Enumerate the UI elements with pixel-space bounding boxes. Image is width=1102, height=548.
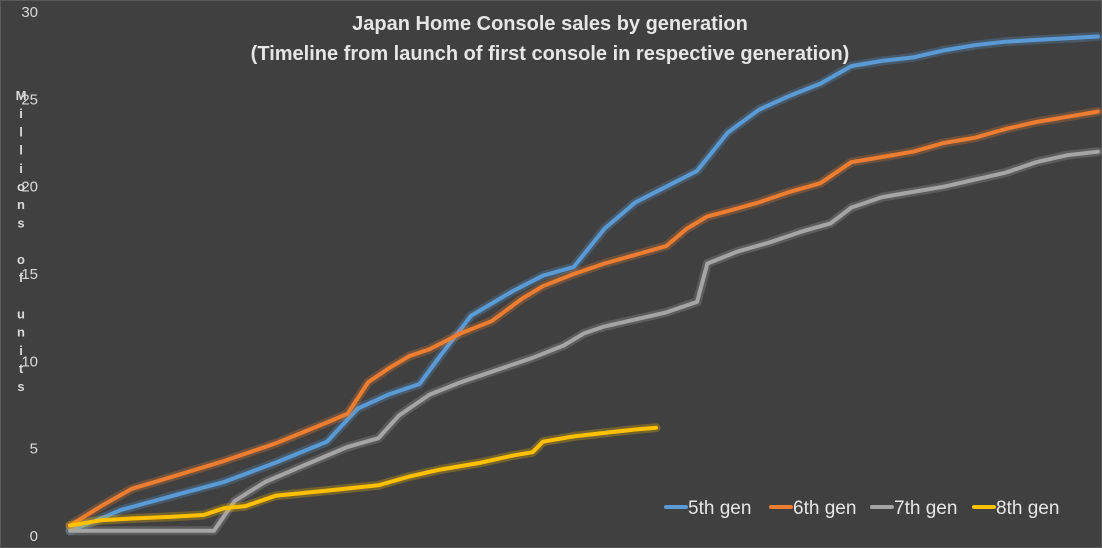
legend: 5th gen 6th gen 7th gen 8th gen (664, 498, 1059, 519)
y-tick-label: 30 (21, 4, 38, 21)
legend-label: 7th gen (894, 498, 957, 519)
legend-label: 8th gen (996, 498, 1059, 519)
y-tick-label: 0 (30, 528, 38, 545)
chart-title: Japan Home Console sales by generation (352, 13, 748, 35)
series-lines (65, 32, 1102, 536)
chart-subtitle: (Timeline from launch of first console i… (251, 43, 850, 65)
series-line-6th-gen (68, 109, 1100, 528)
series-line-5th-gen (68, 34, 1100, 533)
series-line-8th-gen (68, 425, 658, 528)
y-tick-label: 15 (21, 266, 38, 283)
legend-label: 5th gen (688, 498, 751, 519)
series-line-7th-gen (68, 149, 1100, 533)
legend-label: 6th gen (793, 498, 856, 519)
y-tick-label: 20 (21, 179, 38, 196)
y-axis-ticks: 0 5 10 15 20 25 30 (21, 4, 38, 545)
y-tick-label: 25 (21, 91, 38, 108)
y-tick-label: 10 (21, 353, 38, 370)
y-tick-label: 5 (30, 441, 38, 458)
